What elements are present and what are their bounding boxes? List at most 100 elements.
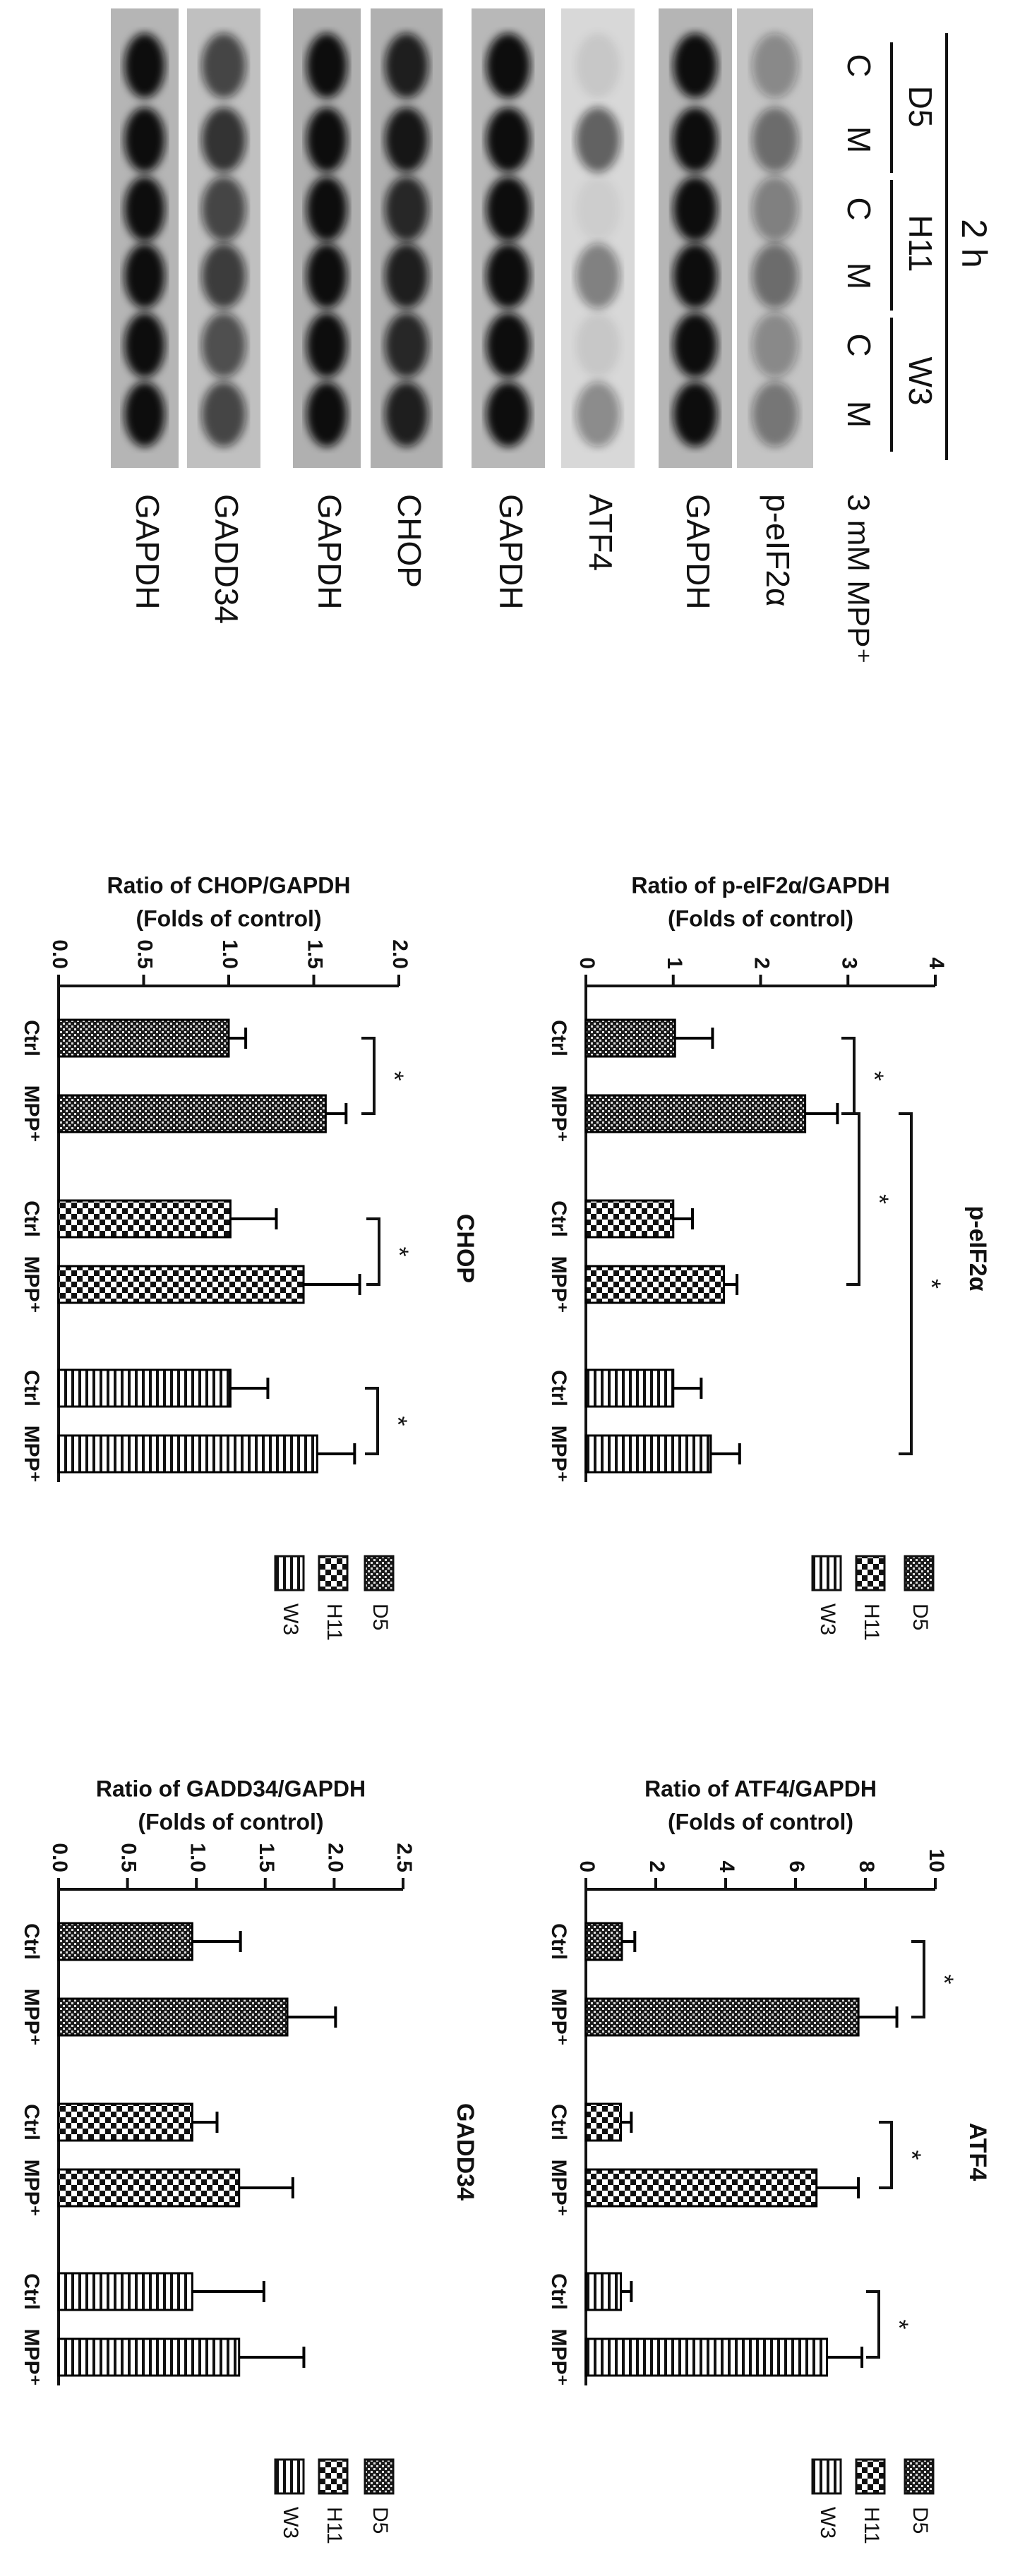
- blot-band: [201, 243, 246, 308]
- blot-band: [201, 176, 246, 241]
- chart-title: GADD34: [452, 2103, 479, 2201]
- bar: [584, 1018, 676, 1058]
- blot-band: [673, 33, 718, 98]
- x-tick-label: MPP⁺: [547, 1989, 570, 2046]
- significance-label: *: [897, 2150, 926, 2160]
- x-tick-label: MPP⁺: [547, 1426, 570, 1483]
- legend-swatch: [274, 1555, 305, 1591]
- legend-swatch: [811, 1555, 842, 1591]
- blot-band: [673, 382, 718, 447]
- blot-row-label: GAPDH: [129, 494, 166, 610]
- y-tick-label: 0.5: [117, 1843, 140, 1872]
- x-tick-label: Ctrl: [547, 2104, 570, 2141]
- blot-header: 2 h: [954, 219, 994, 268]
- x-tick-label: Ctrl: [20, 1020, 43, 1057]
- y-axis-title: (Folds of control): [668, 905, 853, 931]
- bar: [584, 2102, 622, 2142]
- blot-band: [486, 176, 531, 241]
- bar: [584, 1368, 675, 1408]
- y-tick-label: 1.5: [255, 1843, 278, 1872]
- x-tick-label: Ctrl: [20, 1923, 43, 1960]
- significance-bracket: [879, 2121, 893, 2189]
- blot-band: [673, 176, 718, 241]
- bar: [57, 1922, 193, 1961]
- blot-band: [486, 313, 531, 378]
- blot-band: [385, 382, 428, 447]
- x-tick-label: MPP⁺: [547, 2329, 570, 2386]
- y-tick-label: 2: [645, 1860, 668, 1872]
- significance-label: *: [917, 1279, 946, 1289]
- blot-band: [575, 382, 620, 447]
- lane-label: C: [841, 54, 877, 77]
- blot-band: [124, 313, 165, 378]
- blot-band: [306, 382, 347, 447]
- bar: [57, 1094, 327, 1133]
- blot-row-label: GAPDH: [680, 494, 716, 610]
- legend-swatch: [855, 2458, 886, 2495]
- chart-title: CHOP: [452, 1214, 479, 1283]
- significance-label: *: [865, 1194, 894, 1204]
- blot-band: [124, 107, 165, 172]
- x-tick-label: MPP⁺: [20, 1256, 43, 1313]
- legend-label: H11: [860, 2507, 883, 2544]
- legend-label: W3: [279, 2507, 302, 2539]
- bar: [57, 2102, 193, 2142]
- legend-swatch: [364, 1555, 395, 1591]
- legend-swatch: [318, 1555, 349, 1591]
- y-tick-label: 0.5: [133, 939, 157, 969]
- bar: [584, 2272, 622, 2311]
- x-tick-label: MPP⁺: [547, 1085, 570, 1143]
- significance-bracket: [841, 1037, 856, 1115]
- x-tick-label: Ctrl: [20, 1200, 43, 1237]
- y-tick-label: 3: [837, 957, 860, 969]
- blot-band: [306, 243, 347, 308]
- blot-band: [575, 243, 620, 308]
- blot-band: [673, 107, 718, 172]
- blot-band: [124, 243, 165, 308]
- y-tick-label: 0: [575, 1860, 599, 1872]
- y-tick-label: 1.0: [186, 1843, 209, 1872]
- x-tick-label: Ctrl: [547, 2273, 570, 2310]
- group-label: H11: [902, 215, 939, 272]
- y-tick-label: 0: [575, 957, 599, 969]
- bar: [57, 1018, 230, 1058]
- y-tick-label: 6: [785, 1860, 808, 1872]
- bar: [584, 1434, 712, 1474]
- y-tick-label: 10: [925, 1849, 948, 1872]
- y-axis-title: Ratio of ATF4/GAPDH: [644, 1776, 877, 1801]
- x-tick-label: MPP⁺: [20, 1426, 43, 1483]
- significance-bracket: [365, 1387, 379, 1455]
- blot-row-label: GADD34: [208, 494, 245, 624]
- legend-label: H11: [323, 2507, 346, 2544]
- x-tick-label: Ctrl: [547, 1200, 570, 1237]
- blot-band: [385, 176, 428, 241]
- bar: [584, 1265, 726, 1304]
- bar: [584, 1094, 807, 1133]
- blot-band: [673, 313, 718, 378]
- significance-bracket: [866, 2290, 880, 2359]
- y-axis-title: (Folds of control): [138, 1809, 323, 1834]
- y-axis-title: Ratio of GADD34/GAPDH: [96, 1776, 366, 1801]
- legend-swatch: [811, 2458, 842, 2495]
- group-label: W3: [902, 357, 939, 406]
- blot-band: [486, 107, 531, 172]
- significance-bracket: [361, 1037, 376, 1115]
- blot-band: [752, 176, 798, 241]
- significance-label: *: [884, 2319, 913, 2329]
- blot-band: [306, 33, 347, 98]
- x-tick-label: MPP⁺: [547, 2160, 570, 2217]
- x-tick-label: Ctrl: [20, 2273, 43, 2310]
- y-axis-title: Ratio of p-eIF2α/GAPDH: [631, 872, 889, 898]
- blot-band: [752, 33, 798, 98]
- x-tick-label: MPP⁺: [20, 2160, 43, 2217]
- legend-swatch: [274, 2458, 305, 2495]
- x-tick-label: MPP⁺: [20, 1989, 43, 2046]
- legend-label: D5: [368, 2507, 392, 2534]
- blot-band: [486, 243, 531, 308]
- blot-row-label: GAPDH: [311, 494, 348, 610]
- significance-bracket: [899, 1112, 913, 1455]
- y-tick-label: 1.0: [218, 939, 241, 969]
- y-tick-label: 4: [715, 1860, 738, 1872]
- blot-band: [752, 313, 798, 378]
